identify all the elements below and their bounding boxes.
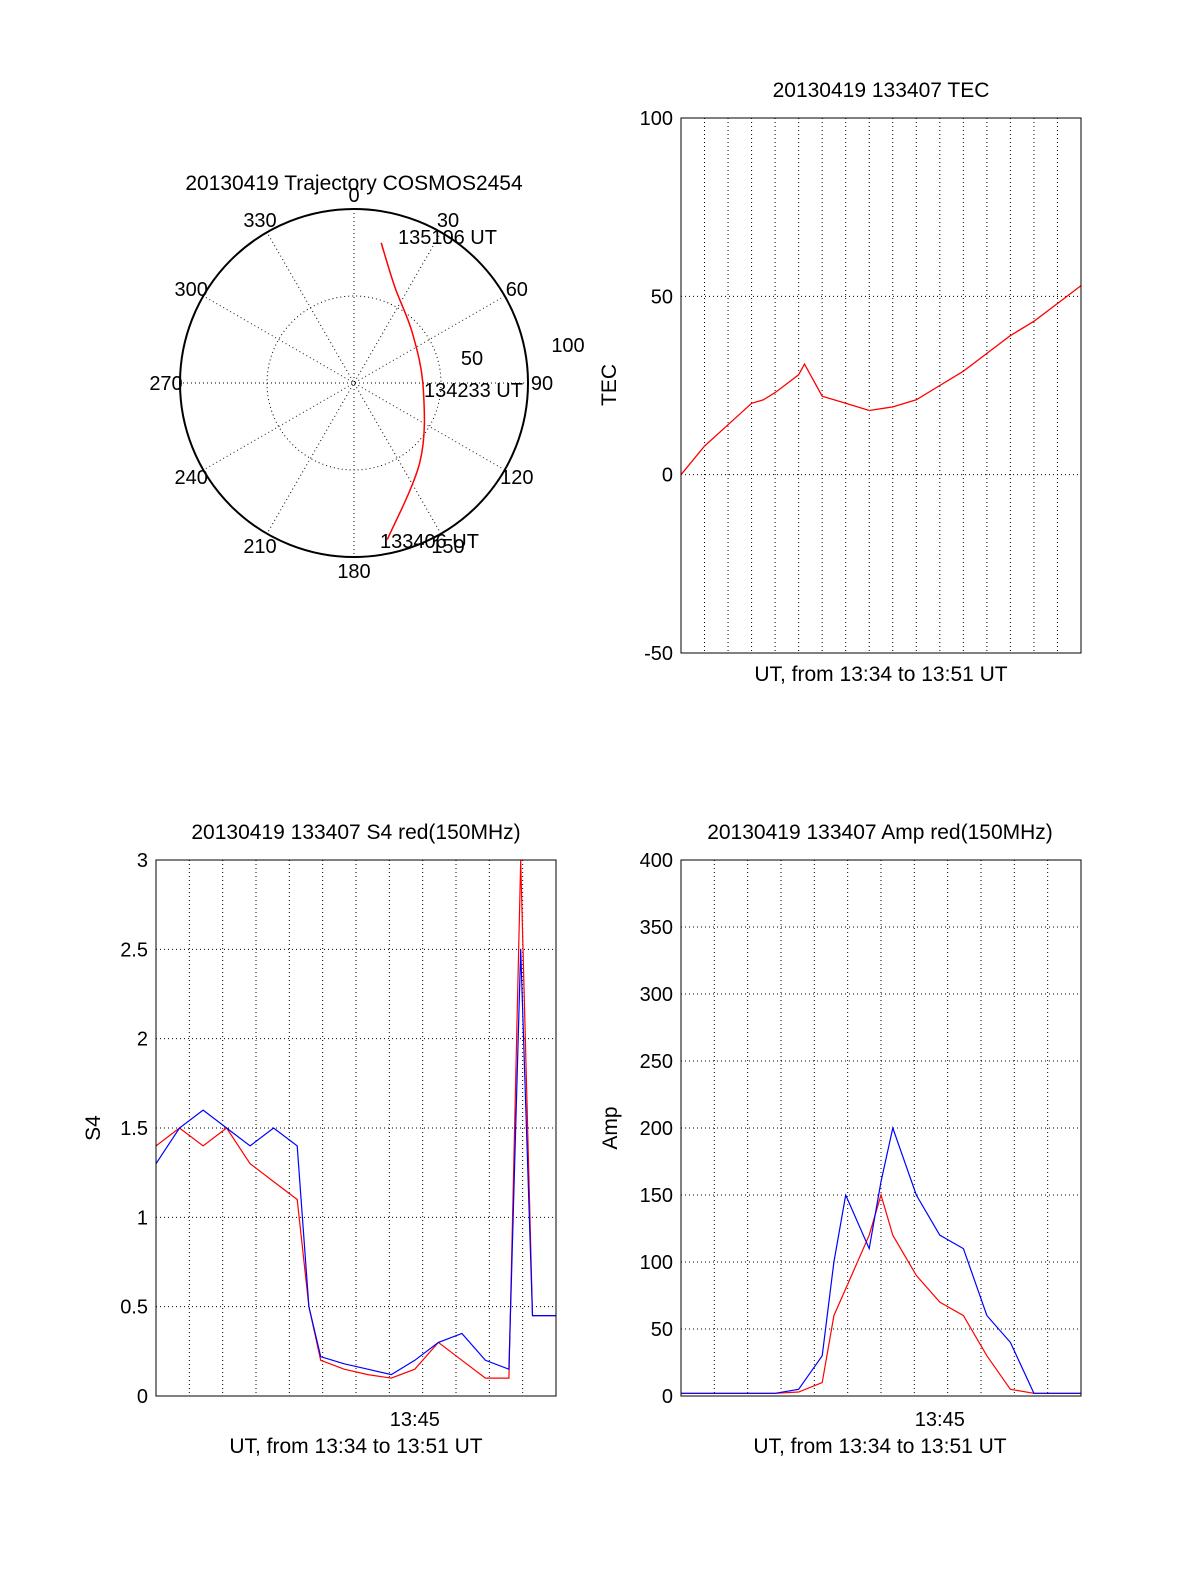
s4-x-axis-label: UT, from 13:34 to 13:51 UT	[229, 1435, 482, 1458]
polar-angle-label: 210	[243, 536, 276, 558]
polar-radial-label: 100	[551, 335, 584, 357]
tec-grid	[681, 118, 1081, 653]
tec-plot-frame	[680, 117, 1082, 654]
tec-panel: 20130419 133407 TEC -50 0 50 100 UT, from 1…	[598, 79, 1082, 686]
s4-title: 20130419 133407 S4 red(150MHz)	[191, 821, 520, 844]
polar-angle-label: 240	[174, 467, 207, 489]
polar-radial-label: 50	[461, 348, 483, 370]
s4-y-tick-label: 1	[137, 1207, 148, 1229]
s4-y-ticks: 0 0.5 1 1.5 2 2.5 3	[120, 850, 148, 1408]
amp-y-tick-label: 350	[640, 917, 673, 939]
trajectory-start-time: 133406 UT	[380, 531, 479, 553]
tec-y-axis-label: TEC	[598, 364, 621, 406]
s4-panel: 20130419 133407 S4 red(150MHz) 0 0.5 1 1.5 2…	[82, 821, 557, 1458]
amp-y-tick-label: 100	[640, 1252, 673, 1274]
polar-angle-label: 120	[500, 467, 533, 489]
polar-outer-circle	[179, 208, 529, 558]
tec-title: 20130419 133407 TEC	[773, 79, 990, 102]
polar-angle-label: 300	[174, 279, 207, 301]
amp-y-tick-label: 250	[640, 1051, 673, 1073]
amp-y-tick-label: 0	[662, 1386, 673, 1408]
s4-y-tick-label: 0	[137, 1386, 148, 1408]
polar-trajectory-panel: 20130419 Trajectory COSMOS2454 0 30 60 90 12…	[149, 172, 584, 583]
s4-y-axis-label: S4	[82, 1115, 105, 1141]
tec-x-axis-label: UT, from 13:34 to 13:51 UT	[754, 663, 1007, 686]
s4-grid	[156, 860, 556, 1396]
s4-x-ticks: 13:45	[390, 1409, 440, 1431]
amp-x-tick-label: 13:45	[915, 1409, 965, 1431]
amp-panel: 20130419 133407 Amp red(150MHz) 0 50 100 15…	[599, 821, 1082, 1458]
amp-y-tick-label: 300	[640, 984, 673, 1006]
polar-angle-label: 270	[149, 373, 182, 395]
s4-y-tick-label: 0.5	[120, 1297, 148, 1319]
s4-y-tick-label: 2.5	[120, 939, 148, 961]
tec-y-tick-label: 0	[662, 465, 673, 487]
tec-series-line	[680, 285, 1082, 476]
amp-y-ticks: 0 50 100 150 200 250 300 350 400	[640, 850, 673, 1408]
s4-y-tick-label: 1.5	[120, 1118, 148, 1140]
polar-angle-label: 150	[431, 536, 464, 558]
amp-x-axis-label: UT, from 13:34 to 13:51 UT	[753, 1435, 1006, 1458]
amp-title: 20130419 133407 Amp red(150MHz)	[707, 821, 1053, 844]
amp-plot-frame	[680, 859, 1082, 1397]
amp-blue-series-line	[681, 1125, 1081, 1394]
s4-blue-series-line	[155, 949, 556, 1376]
s4-plot-frame	[155, 859, 557, 1397]
s4-red-series-line	[155, 859, 556, 1379]
polar-angle-labels: 0 30 60 90 120 150 180 210 240 270 300 330	[149, 185, 553, 583]
polar-angle-label: 0	[348, 185, 359, 207]
amp-grid	[681, 860, 1081, 1396]
trajectory-line	[380, 242, 426, 540]
tec-y-tick-label: -50	[644, 643, 673, 665]
amp-y-tick-label: 50	[651, 1319, 673, 1341]
trajectory-middle-time: 134233 UT	[424, 380, 523, 402]
tec-y-tick-label: 100	[640, 108, 673, 130]
polar-angle-label: 90	[531, 373, 553, 395]
s4-y-tick-label: 2	[137, 1029, 148, 1051]
amp-x-ticks: 13:45	[915, 1409, 965, 1431]
amp-y-tick-label: 200	[640, 1118, 673, 1140]
s4-y-tick-label: 3	[137, 850, 148, 872]
s4-x-tick-label: 13:45	[390, 1409, 440, 1431]
tec-y-tick-label: 50	[651, 286, 673, 308]
polar-angle-label: 60	[506, 279, 528, 301]
amp-red-series-line	[681, 1192, 1081, 1394]
amp-y-tick-label: 400	[640, 850, 673, 872]
amp-y-tick-label: 150	[640, 1185, 673, 1207]
tec-y-ticks: -50 0 50 100	[640, 108, 673, 665]
polar-angle-label: 330	[243, 210, 276, 232]
trajectory-end-time: 135106 UT	[398, 227, 497, 249]
polar-grid	[180, 209, 528, 557]
polar-title: 20130419 Trajectory COSMOS2454	[185, 172, 523, 195]
amp-y-axis-label: Amp	[599, 1106, 622, 1149]
polar-angle-label: 30	[437, 210, 459, 232]
polar-grid-circle	[266, 295, 442, 471]
polar-angle-label: 180	[337, 561, 370, 583]
